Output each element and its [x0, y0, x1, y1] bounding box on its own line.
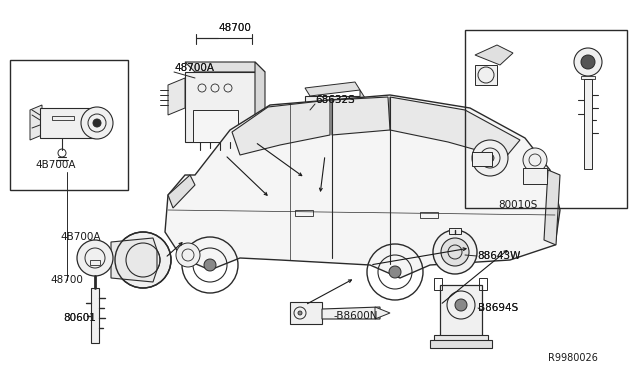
- Text: 88643W: 88643W: [477, 251, 520, 261]
- Polygon shape: [390, 97, 520, 158]
- Polygon shape: [185, 62, 265, 72]
- Bar: [52, 116, 74, 120]
- Text: B8694S: B8694S: [478, 303, 518, 313]
- Text: R9980026: R9980026: [548, 353, 598, 363]
- Text: 4B700A: 4B700A: [35, 160, 76, 170]
- Bar: [584, 79, 592, 169]
- Circle shape: [574, 48, 602, 76]
- Polygon shape: [30, 105, 42, 140]
- Bar: [185, 72, 255, 142]
- Polygon shape: [332, 97, 390, 135]
- Bar: [295, 210, 313, 216]
- Text: 68632S: 68632S: [315, 95, 355, 105]
- Bar: [40, 108, 95, 138]
- Text: 48700: 48700: [218, 23, 251, 33]
- Polygon shape: [255, 62, 265, 142]
- Circle shape: [581, 55, 595, 69]
- Circle shape: [137, 254, 149, 266]
- Text: 88643W: 88643W: [477, 251, 520, 261]
- Polygon shape: [475, 45, 513, 65]
- Circle shape: [486, 154, 494, 162]
- Text: 80601: 80601: [63, 313, 96, 323]
- Polygon shape: [544, 170, 560, 245]
- Polygon shape: [168, 78, 185, 115]
- Bar: [430, 340, 492, 348]
- Polygon shape: [305, 82, 360, 96]
- Bar: [523, 168, 547, 184]
- Bar: [434, 335, 488, 343]
- Bar: [465, 30, 627, 208]
- Text: 48700A: 48700A: [174, 63, 214, 73]
- Circle shape: [298, 311, 302, 315]
- Circle shape: [93, 119, 101, 127]
- Circle shape: [176, 243, 200, 267]
- Bar: [475, 65, 497, 85]
- Circle shape: [204, 259, 216, 271]
- Text: 80601: 80601: [63, 313, 96, 323]
- Polygon shape: [232, 100, 330, 155]
- Bar: [90, 260, 100, 265]
- Polygon shape: [91, 288, 99, 343]
- Text: 68632S: 68632S: [315, 95, 355, 105]
- Circle shape: [81, 107, 113, 139]
- Bar: [440, 285, 482, 340]
- Text: 48700: 48700: [50, 275, 83, 285]
- Bar: [305, 96, 360, 151]
- Polygon shape: [165, 95, 560, 278]
- Bar: [420, 212, 438, 218]
- Polygon shape: [322, 307, 380, 319]
- Circle shape: [441, 238, 469, 266]
- Text: 4B700A: 4B700A: [60, 232, 100, 242]
- Circle shape: [433, 230, 477, 274]
- Bar: [581, 76, 595, 79]
- Bar: [10, 60, 128, 190]
- Text: -B8600N: -B8600N: [334, 311, 378, 321]
- Text: 80010S: 80010S: [498, 200, 538, 210]
- Circle shape: [455, 299, 467, 311]
- Bar: [472, 152, 492, 166]
- Circle shape: [389, 266, 401, 278]
- Bar: [434, 278, 442, 290]
- Polygon shape: [168, 175, 195, 208]
- Bar: [479, 278, 487, 290]
- Text: B8694S: B8694S: [478, 303, 518, 313]
- Bar: [193, 110, 238, 142]
- Text: 48700: 48700: [218, 23, 251, 33]
- Text: 48700A: 48700A: [174, 63, 214, 73]
- Circle shape: [77, 240, 113, 276]
- Circle shape: [472, 140, 508, 176]
- Polygon shape: [375, 307, 390, 319]
- Polygon shape: [111, 238, 157, 282]
- Circle shape: [523, 148, 547, 172]
- Bar: [290, 302, 322, 324]
- Circle shape: [115, 232, 171, 288]
- Bar: [449, 228, 461, 234]
- Polygon shape: [360, 90, 365, 151]
